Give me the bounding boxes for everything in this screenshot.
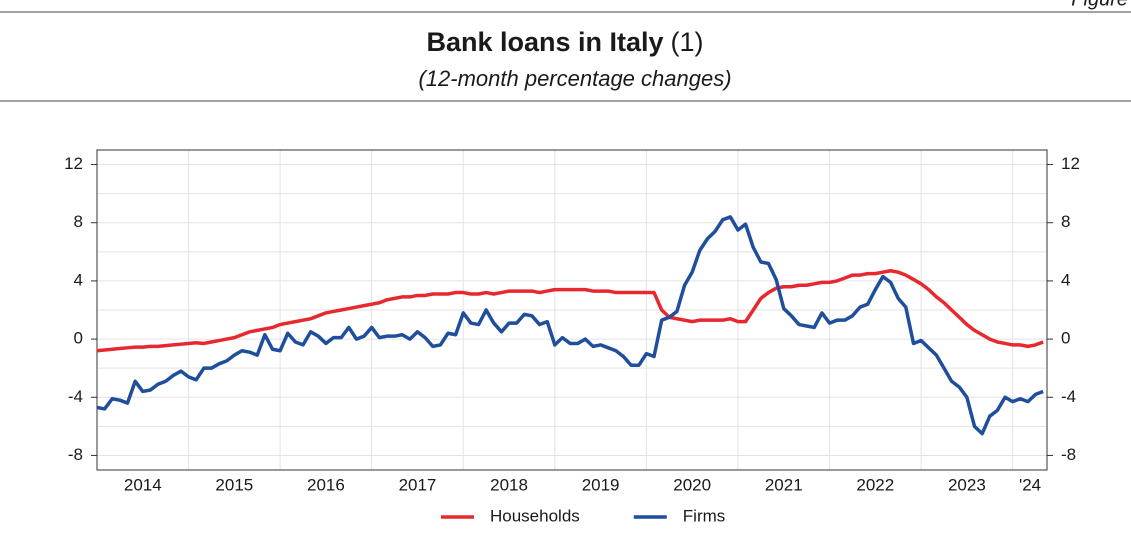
x-tick-label: 2015 [215, 475, 253, 494]
y2-tick-label: 12 [1061, 154, 1080, 173]
y2-tick-label: -8 [1061, 445, 1076, 464]
legend-label: Households [490, 506, 580, 525]
y2-tick-label: 8 [1061, 212, 1070, 231]
x-tick-label: 2023 [948, 475, 986, 494]
chart-title-note: (1) [671, 27, 704, 57]
series-line [96, 268, 1044, 353]
x-tick-label: 2019 [582, 475, 620, 494]
plot-frame [96, 149, 1048, 471]
x-tick-label: 2016 [307, 475, 345, 494]
chart-title-group: Bank loans in Italy (1) [426, 27, 703, 57]
y2-tick-label: 4 [1061, 270, 1070, 289]
x-tick-label: 2022 [856, 475, 894, 494]
x-tick-label: 2017 [399, 475, 437, 494]
chart-title: Bank loans in Italy [426, 27, 663, 57]
series-line [96, 215, 1044, 436]
y2-tick-label: 0 [1061, 329, 1070, 348]
y2-tick-label: -4 [1061, 387, 1076, 406]
y-tick-label: 4 [74, 270, 83, 289]
y-tick-label: 0 [74, 329, 83, 348]
y-tick-label: -8 [68, 445, 83, 464]
chart-subtitle: (12-month percentage changes) [418, 66, 731, 91]
figure-label: Figure [1071, 0, 1128, 10]
x-tick-label: 2018 [490, 475, 528, 494]
y-tick-label: 12 [64, 154, 83, 173]
x-tick-label: 2021 [765, 475, 803, 494]
y-tick-label: 8 [74, 212, 83, 231]
y-tick-label: -4 [68, 387, 83, 406]
x-tick-label: 2014 [124, 475, 162, 494]
x-tick-label: '24 [1019, 475, 1041, 494]
legend-label: Firms [683, 506, 725, 525]
x-tick-label: 2020 [673, 475, 711, 494]
